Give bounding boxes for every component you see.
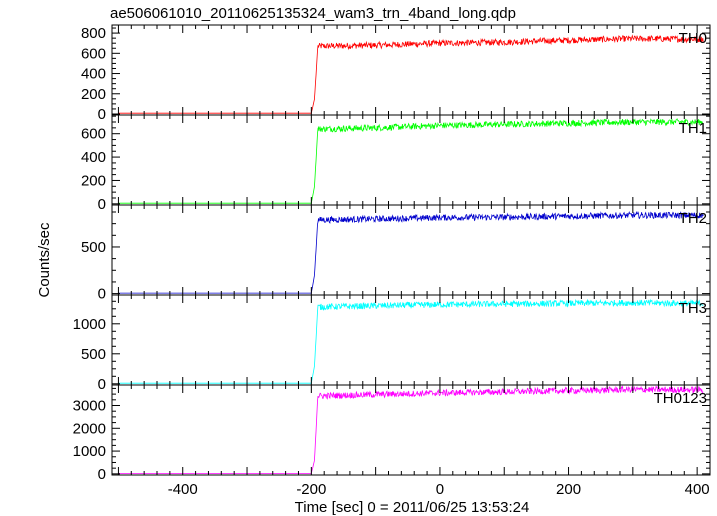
panel-label-th0: TH0: [679, 30, 707, 47]
series-line-th1: [118, 118, 704, 204]
y-tick-label: 600: [81, 45, 106, 62]
y-tick-label: 2000: [73, 420, 106, 437]
panel-frame-th1: [111, 114, 711, 206]
panel-label-th0123: TH0123: [654, 390, 707, 407]
x-tick-label: -400: [168, 481, 198, 498]
panel-label-th3: TH3: [679, 300, 707, 317]
y-tick-label: 200: [81, 172, 106, 189]
series-line-th0: [118, 34, 704, 114]
panel-frame-th3: [111, 294, 711, 386]
x-tick-label: 400: [685, 481, 710, 498]
x-tick-label: 200: [556, 481, 581, 498]
panel-frame-th0123: [111, 384, 711, 476]
panels-group: TH0 0 200 400 600 800 TH1 0 200 400 600 TH2 0 500 TH3 0…: [73, 24, 711, 498]
series-line-th2: [118, 211, 704, 294]
y-tick-label: 1000: [73, 316, 106, 333]
panel-label-th1: TH1: [679, 120, 707, 137]
y-axis-title: Counts/sec: [36, 222, 53, 298]
panel-label-th2: TH2: [679, 210, 707, 227]
y-tick-label: 0: [98, 106, 106, 123]
chart-title: ae506061010_20110625135324_wam3_trn_4ban…: [110, 5, 516, 22]
y-tick-label: 0: [98, 196, 106, 213]
y-tick-label: 500: [81, 346, 106, 363]
x-tick-label: 0: [436, 481, 444, 498]
y-tick-label: 1000: [73, 443, 106, 460]
x-axis-title: Time [sec] 0 = 2011/06/25 13:53:24: [295, 499, 530, 516]
y-tick-label: 3000: [73, 398, 106, 415]
y-tick-label: 400: [81, 66, 106, 83]
y-tick-label: 0: [98, 376, 106, 393]
x-tick-label: -200: [296, 481, 326, 498]
series-line-th3: [118, 298, 704, 384]
y-tick-label: 400: [81, 149, 106, 166]
y-tick-label: 500: [81, 239, 106, 256]
y-tick-label: 200: [81, 86, 106, 103]
y-tick-label: 0: [98, 466, 106, 483]
panel-frame-th2: [111, 204, 711, 296]
y-tick-label: 0: [98, 286, 106, 303]
y-tick-label: 800: [81, 25, 106, 42]
series-line-th0123: [118, 385, 704, 474]
y-tick-label: 600: [81, 126, 106, 143]
